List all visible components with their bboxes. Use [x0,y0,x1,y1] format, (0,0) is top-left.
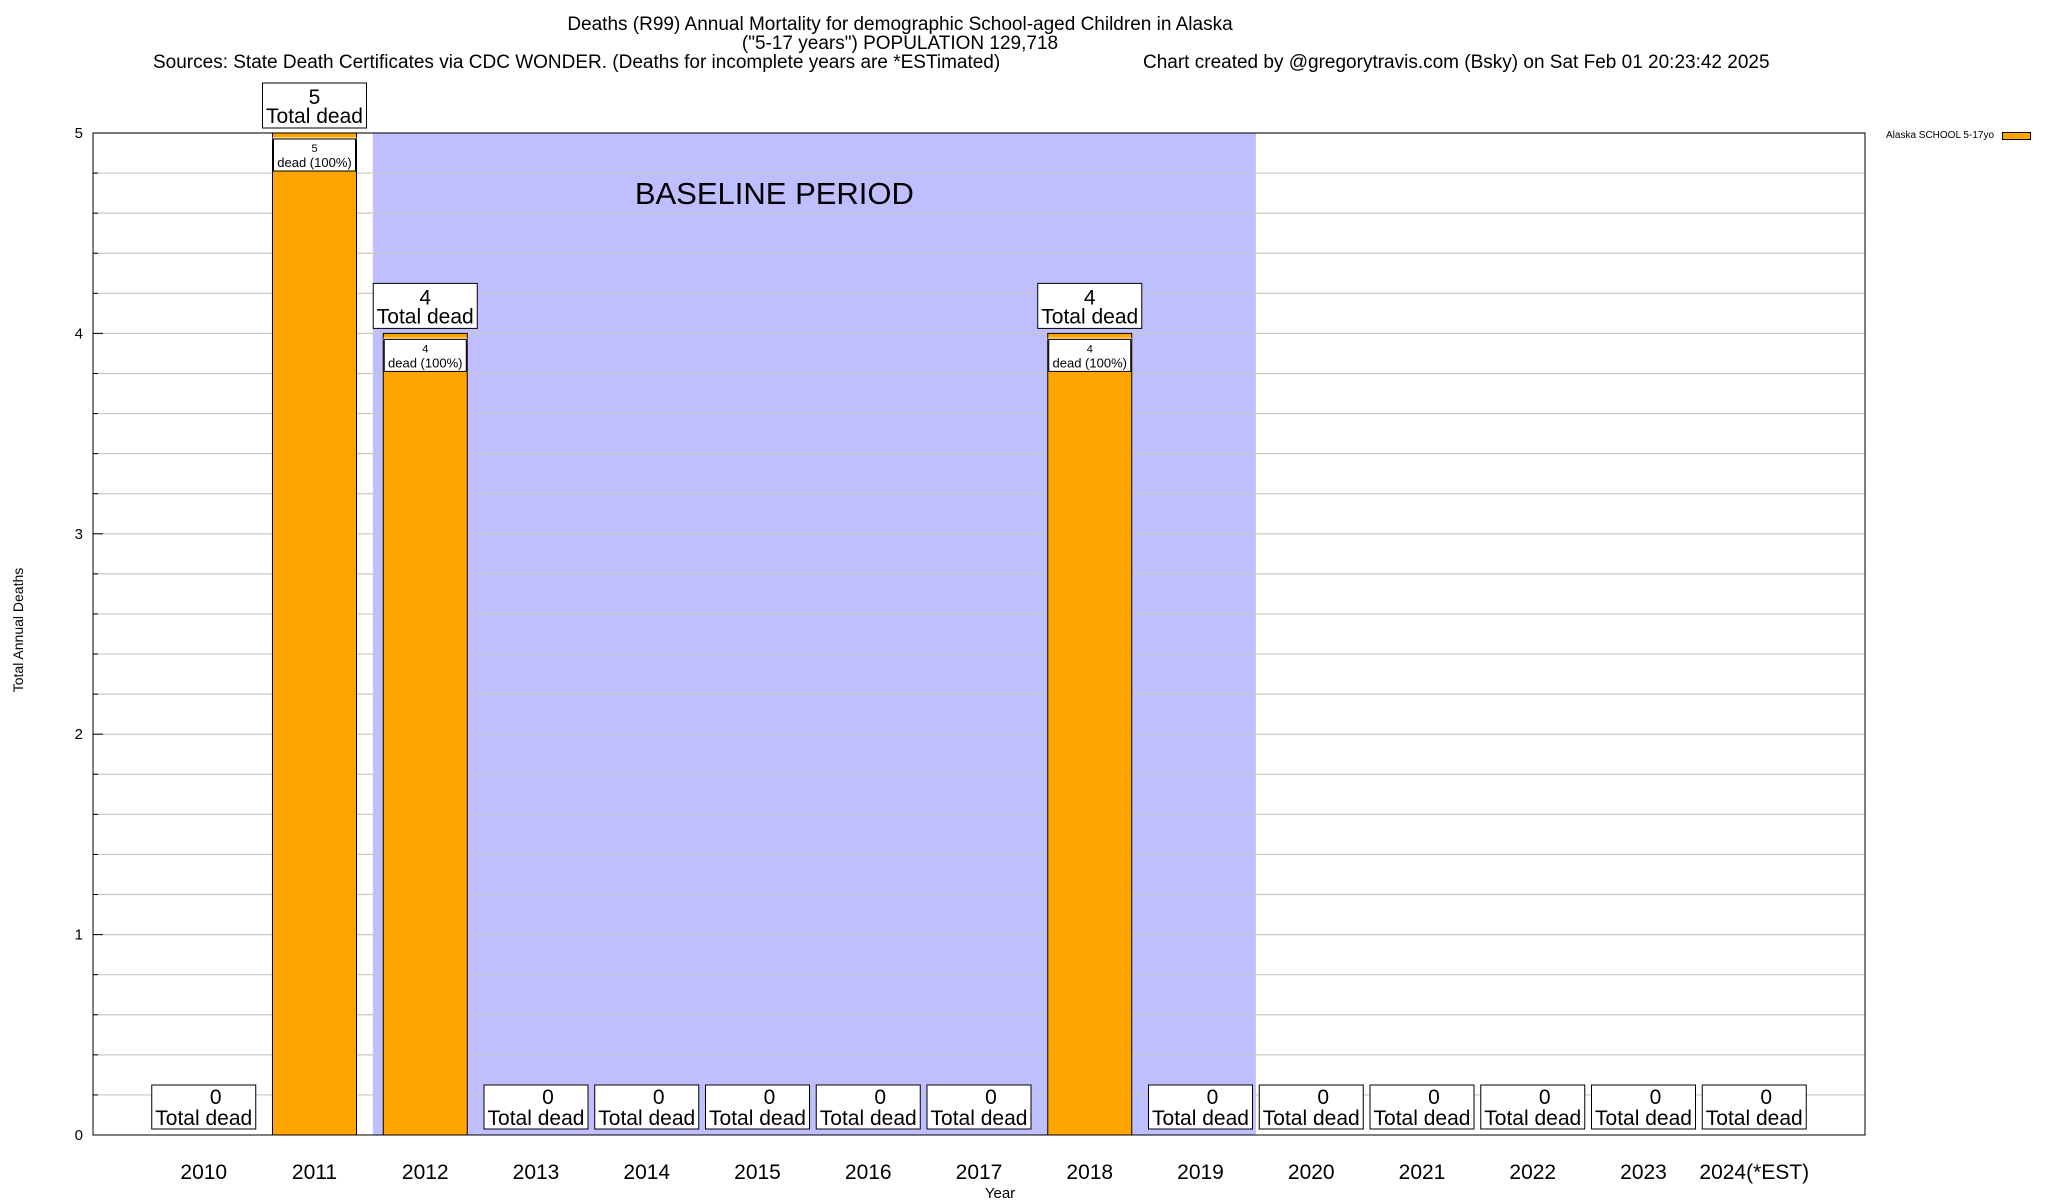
bar-inner-label: dead (100%) [277,155,351,170]
total-dead-label: Total dead [377,305,474,328]
bar-inner-label-box [383,338,467,372]
total-value-label: 0 [874,1086,886,1109]
x-tick-label: 2023 [1620,1161,1667,1184]
y-tick-label: 0 [75,1127,83,1144]
x-tick-label: 2020 [1288,1161,1335,1184]
total-dead-label: Total dead [1484,1107,1581,1130]
x-tick-label: 2011 [292,1161,337,1184]
total-value-label: 4 [419,286,431,309]
bar-inner-label: dead (100%) [388,355,462,370]
y-tick-label: 3 [75,526,83,543]
legend-label: Alaska SCHOOL 5-17yo [1886,130,1995,141]
total-dead-label: Total dead [1595,1107,1692,1130]
bar-inner-value: 4 [422,343,428,355]
total-dead-label: Total dead [1152,1107,1249,1130]
y-axis-label: Total Annual Deaths [10,567,26,693]
total-value-label: 0 [764,1086,776,1109]
total-dead-label: Total dead [1374,1107,1471,1130]
total-label-box [372,282,478,329]
baseline-label: BASELINE PERIOD [635,176,914,211]
bar [1047,332,1133,1136]
x-axis-label: Year [984,1185,1016,1202]
total-value-label: 0 [1428,1086,1440,1109]
bar [272,132,357,1136]
x-tick-label: 2013 [513,1161,560,1184]
bar-inner-value: 4 [1087,343,1093,355]
x-tick-label: 2022 [1509,1161,1556,1184]
chart-credit: Chart created by @gregorytravis.com (Bsk… [1143,52,1770,73]
total-dead-label: Total dead [1706,1107,1803,1130]
total-dead-label: Total dead [1263,1107,1360,1130]
legend: Alaska SCHOOL 5-17yo [1886,130,2032,141]
total-label-box [705,1084,810,1130]
total-label-box [815,1084,921,1130]
total-value-label: 0 [1650,1086,1662,1109]
x-tick-label: 2021 [1399,1161,1446,1184]
x-tick-label: 2015 [734,1161,781,1184]
x-tick-label: 2017 [956,1161,1003,1184]
total-label-box [1591,1084,1696,1130]
total-value-label: 4 [1084,286,1096,309]
y-tick-label: 4 [75,325,83,342]
chart-subtitle: ("5-17 years") POPULATION 129,718 [741,33,1059,54]
total-dead-label: Total dead [709,1107,806,1130]
total-dead-label: Total dead [266,105,363,128]
y-tick-label: 1 [75,927,83,944]
total-value-label: 0 [1760,1086,1772,1109]
total-dead-label: Total dead [488,1107,585,1130]
y-tick-label: 5 [75,125,83,142]
total-label-box [1258,1084,1364,1130]
x-tick-label: 2010 [180,1161,227,1184]
total-value-label: 0 [210,1086,222,1109]
bar-inner-label: dead (100%) [1053,355,1127,370]
x-tick-label: 2016 [845,1161,892,1184]
x-tick-label: 2012 [402,1161,449,1184]
total-label-box [1701,1084,1807,1130]
bar-inner-label-box [1048,338,1132,372]
total-label-box [1037,282,1143,329]
total-dead-label: Total dead [598,1107,695,1130]
total-dead-label: Total dead [820,1107,917,1130]
x-tick-label: 2024(*EST) [1699,1161,1809,1184]
legend-swatch [2002,131,2032,140]
bar-inner-label-box [273,138,356,172]
bar [382,332,468,1136]
total-label-box [483,1084,589,1130]
plot-frame [92,132,1866,1136]
bar-inner-value: 5 [311,143,317,155]
x-tick-label: 2018 [1066,1161,1113,1184]
x-tick-label: 2014 [623,1161,670,1184]
total-label-box [1369,1084,1475,1130]
total-dead-label: Total dead [1041,305,1138,328]
total-label-box [151,1084,257,1130]
total-value-label: 0 [653,1086,665,1109]
total-value-label: 0 [542,1086,554,1109]
total-value-label: 0 [985,1086,997,1109]
y-tick-label: 2 [75,726,83,743]
total-label-box [594,1084,700,1130]
total-label-box [1480,1084,1586,1130]
chart-sources: Sources: State Death Certificates via CD… [153,52,1001,73]
total-value-label: 0 [1207,1086,1219,1109]
x-tick-label: 2019 [1177,1161,1224,1184]
chart-title: Deaths (R99) Annual Mortality for demogr… [567,14,1233,35]
total-label-box [1148,1084,1253,1130]
total-value-label: 0 [1317,1086,1329,1109]
total-dead-label: Total dead [155,1107,252,1130]
total-value-label: 5 [309,86,321,109]
total-label-box [926,1084,1032,1130]
total-dead-label: Total dead [931,1107,1028,1130]
total-label-box [262,82,367,129]
total-value-label: 0 [1539,1086,1551,1109]
